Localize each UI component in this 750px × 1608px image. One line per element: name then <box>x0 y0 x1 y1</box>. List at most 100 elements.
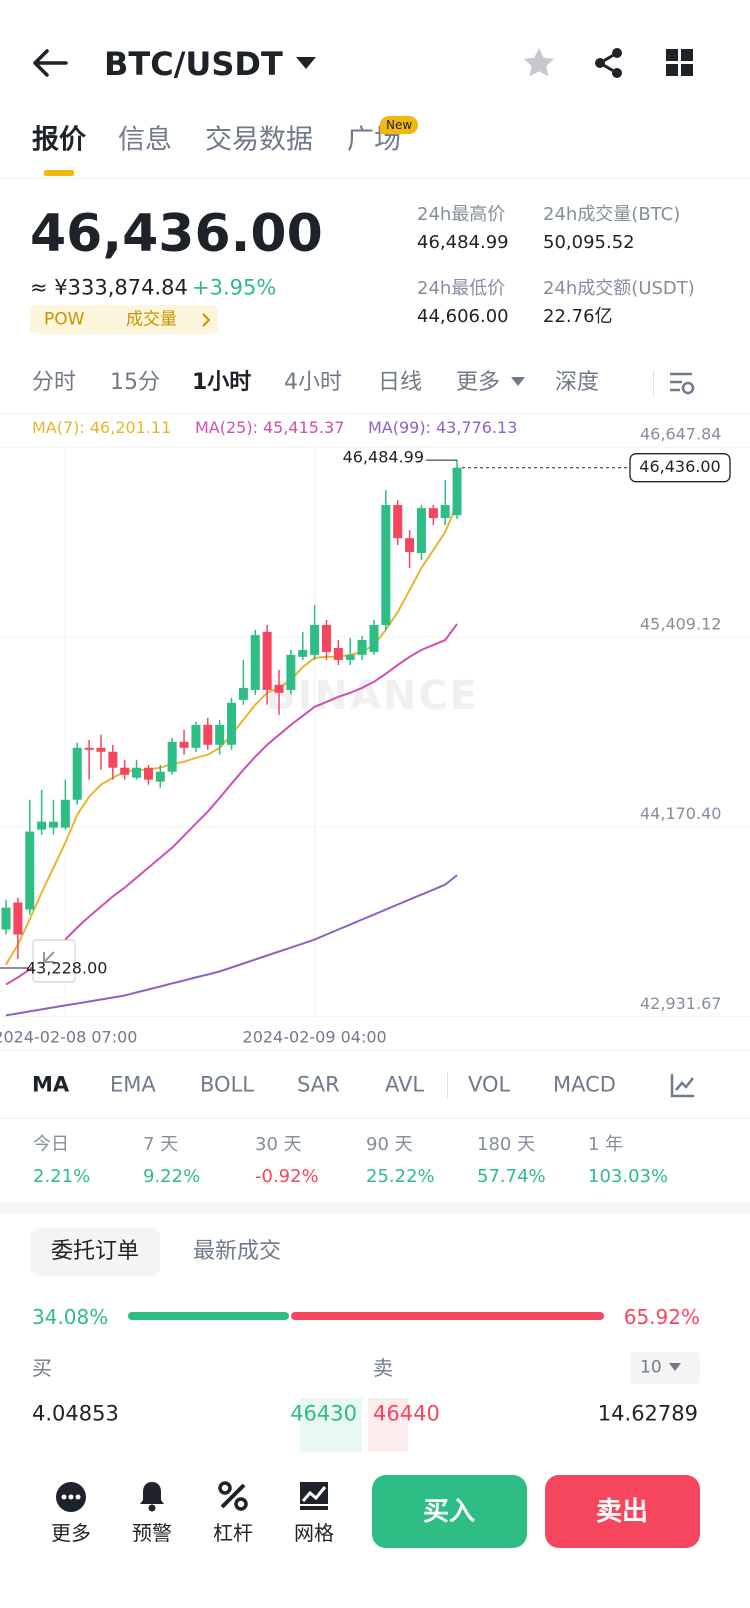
candle-body <box>262 631 272 690</box>
indicator[interactable]: MA <box>32 1072 70 1097</box>
nav-label[interactable]: 预警 <box>132 1521 172 1545</box>
candle-body <box>84 747 94 750</box>
y-tick-label: 46,647.84 <box>640 425 721 444</box>
ma-name: MA(99) <box>368 418 431 437</box>
x-tick-label: 2024-02-09 04:00 <box>243 1028 387 1047</box>
ma-legend-item: MA(7)46,201.11 <box>32 418 171 437</box>
tab-indicator <box>44 170 74 176</box>
y-tick-label: 42,931.67 <box>640 994 721 1013</box>
candle-body <box>428 508 438 519</box>
stat-value: 44,606.00 <box>417 306 509 327</box>
indicator[interactable]: AVL <box>385 1072 425 1097</box>
candle-body <box>452 467 462 516</box>
back-icon[interactable] <box>32 48 68 78</box>
tag: 成交量 <box>126 309 177 330</box>
ratio-segment <box>128 1312 290 1320</box>
tab[interactable]: 报价 <box>32 124 86 156</box>
divider <box>0 178 750 179</box>
interval[interactable]: 更多 <box>456 370 501 395</box>
sell-button[interactable] <box>545 1475 700 1548</box>
section-gap <box>0 1203 750 1213</box>
candle-body <box>215 724 225 745</box>
interval[interactable]: 日线 <box>378 370 423 395</box>
candle-body <box>203 724 213 745</box>
dropdown-icon[interactable] <box>295 56 317 70</box>
stat-label: 24h成交额(USDT) <box>543 278 695 299</box>
indicator[interactable]: VOL <box>468 1072 511 1097</box>
period-value: 2.21% <box>33 1166 91 1187</box>
candle-body <box>238 687 248 700</box>
ma-line <box>5 623 458 986</box>
star-icon[interactable] <box>522 46 556 80</box>
low-label: 43,228.00 <box>26 959 107 978</box>
candle-body <box>393 505 403 539</box>
ratio-segment <box>291 1312 604 1320</box>
candle-body <box>96 747 106 752</box>
period-label: 1 年 <box>588 1134 624 1155</box>
period-label: 今日 <box>33 1134 69 1155</box>
nav-label[interactable]: 网格 <box>294 1521 334 1545</box>
stat-label: 24h最低价 <box>417 278 506 299</box>
candle-body <box>440 505 450 519</box>
layout-icon[interactable] <box>666 49 694 77</box>
margin-icon[interactable] <box>218 1481 248 1511</box>
indicator[interactable]: MACD <box>553 1072 616 1097</box>
sell-ratio: 65.92% <box>623 1305 700 1329</box>
indicator-icon[interactable] <box>670 1072 696 1098</box>
tag: POW <box>44 309 85 330</box>
settings-icon[interactable] <box>668 370 696 396</box>
buy-label[interactable]: 买入 <box>422 1497 476 1527</box>
orderbook-tab[interactable]: 委托订单 <box>50 1239 140 1264</box>
period-label: 7 天 <box>143 1134 179 1155</box>
indicator[interactable]: SAR <box>297 1072 340 1097</box>
period-value: 9.22% <box>143 1166 201 1187</box>
candle-body <box>60 799 70 828</box>
interval[interactable]: 4小时 <box>284 370 342 395</box>
bid-header: 买 <box>32 1356 52 1380</box>
fiat-price: ≈ ¥333,874.84 <box>30 275 188 300</box>
period-value: 57.74% <box>477 1166 546 1187</box>
stat-value: 50,095.52 <box>543 232 635 253</box>
candle-body <box>286 654 296 690</box>
alert-icon[interactable] <box>138 1480 166 1512</box>
interval[interactable]: 深度 <box>555 370 600 395</box>
depth-select[interactable] <box>630 1352 700 1384</box>
pair-title[interactable]: BTC/USDT <box>104 45 283 83</box>
ask-depth <box>368 1398 408 1458</box>
period-label: 30 天 <box>255 1134 302 1155</box>
buy-button[interactable] <box>372 1475 527 1548</box>
candle-body <box>416 508 426 554</box>
nav-label[interactable]: 杠杆 <box>213 1521 253 1545</box>
more-icon[interactable] <box>55 1481 87 1513</box>
bid-price: 46430 <box>290 1401 357 1426</box>
collapse-icon <box>43 951 55 963</box>
candle-body <box>250 634 260 690</box>
grid-icon[interactable] <box>299 1481 329 1511</box>
ma-value: 43,776.13 <box>435 418 518 437</box>
divider <box>0 1118 750 1119</box>
share-icon[interactable] <box>592 46 626 80</box>
orderbook-tab[interactable]: 最新成交 <box>193 1239 282 1264</box>
tab[interactable]: 交易数据 <box>205 124 313 156</box>
ma-legend-item: MA(99)43,776.13 <box>368 418 518 437</box>
interval[interactable]: 分时 <box>32 370 77 395</box>
period-value: 103.03% <box>588 1166 669 1187</box>
candle-body <box>274 684 284 693</box>
last-price-label: 46,436.00 <box>639 457 720 476</box>
period-label: 180 天 <box>477 1134 536 1155</box>
indicator[interactable]: BOLL <box>200 1072 254 1097</box>
ask-price: 46440 <box>373 1401 440 1426</box>
sell-label[interactable]: 卖出 <box>595 1497 649 1527</box>
interval[interactable]: 15分 <box>110 370 160 395</box>
candle-body <box>227 702 237 745</box>
last-price-box <box>629 453 731 483</box>
interval[interactable]: 1小时 <box>192 370 252 395</box>
indicator[interactable]: EMA <box>110 1072 156 1097</box>
chevron-icon <box>202 313 211 327</box>
tab[interactable]: 信息 <box>118 124 172 156</box>
candle-body <box>381 505 391 625</box>
tag-pill[interactable] <box>30 305 218 334</box>
nav-label[interactable]: 更多 <box>51 1521 91 1545</box>
candle-body <box>143 767 153 780</box>
candle-body <box>72 747 82 800</box>
